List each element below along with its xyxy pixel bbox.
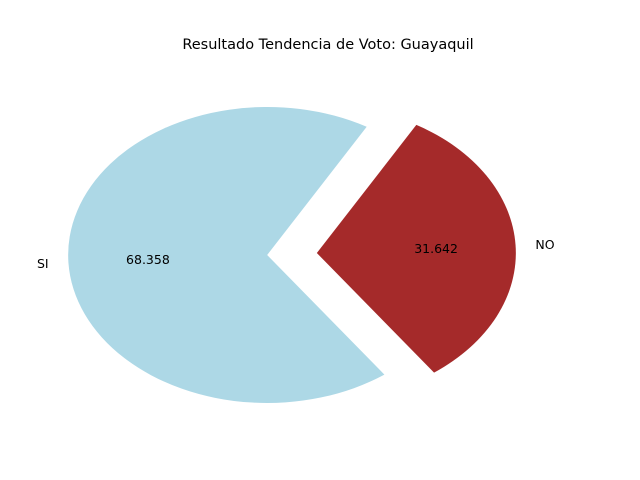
pie-labels: 68.358 SI 31.642 NO <box>37 237 555 271</box>
pie-slices <box>68 106 516 403</box>
pie-slice-no <box>316 124 516 373</box>
value-label-no: 31.642 <box>414 241 458 256</box>
category-label-si: SI <box>37 256 49 271</box>
chart-title: Resultado Tendencia de Voto: Guayaquil <box>182 37 473 53</box>
category-label-no: NO <box>535 237 554 252</box>
value-label-si: 68.358 <box>126 252 170 267</box>
pie-slice-si <box>68 106 385 403</box>
